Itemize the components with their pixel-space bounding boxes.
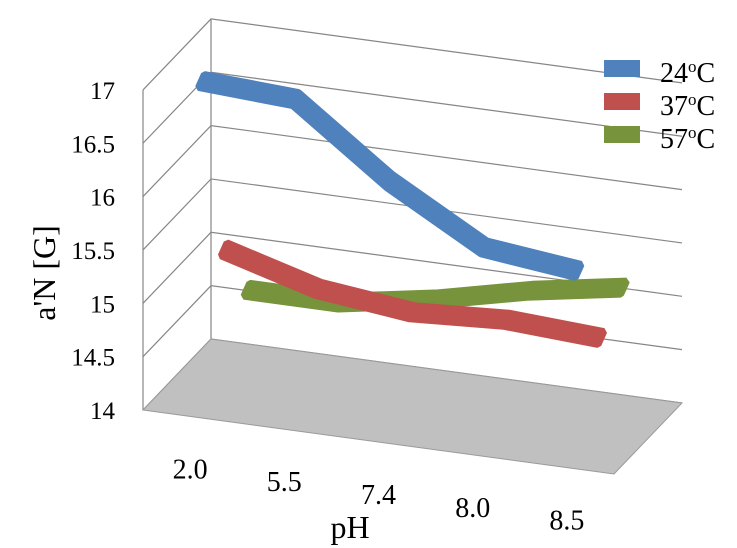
floor-plane [141, 338, 684, 475]
legend-entry: 57oC [660, 123, 715, 155]
y-tick-label: 14 [90, 398, 116, 425]
y-axis: 14 14.5 15 15.5 16 16.5 17 [71, 78, 115, 425]
y-tick-label: 16 [90, 185, 115, 212]
y-tick-label: 17 [90, 78, 115, 105]
x-axis: 2.0 5.5 7.4 8.0 8.5 [173, 454, 585, 536]
series-lines [195, 71, 630, 348]
x-tick-label: 8.5 [549, 506, 584, 537]
legend-entry: 24oC [660, 57, 715, 89]
x-tick-label: 8.0 [455, 493, 490, 524]
x-axis-title: pH [330, 509, 369, 545]
y-tick-label: 16.5 [71, 131, 115, 158]
legend-swatch [604, 126, 640, 143]
series-line-24 [195, 71, 585, 281]
y-axis-title: a'N [G] [26, 225, 62, 321]
x-tick-label: 2.0 [173, 454, 208, 485]
series-line-37 [218, 239, 607, 348]
y-tick-label: 15.5 [71, 238, 115, 265]
legend-entry: 37oC [660, 90, 715, 122]
chart-floor [141, 338, 684, 475]
x-tick-label: 5.5 [267, 467, 302, 498]
legend-swatch [604, 60, 640, 77]
x-tick-label: 7.4 [361, 480, 396, 511]
legend-swatch [604, 93, 640, 110]
y-tick-label: 14.5 [71, 345, 115, 372]
y-tick-label: 15 [90, 291, 115, 318]
